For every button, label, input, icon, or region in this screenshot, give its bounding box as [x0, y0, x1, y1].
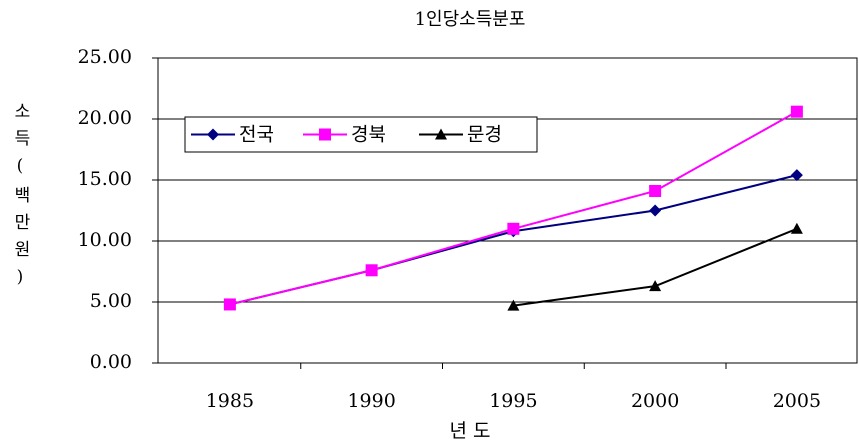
marker	[790, 105, 803, 118]
x-axis-label: 년 도	[450, 420, 491, 442]
marker	[649, 204, 662, 217]
marker	[507, 222, 520, 235]
marker	[207, 128, 219, 141]
marker	[223, 298, 236, 311]
chart-title: 1인당소득분포	[415, 9, 526, 30]
x-tick-label: 1995	[489, 390, 537, 412]
y-tick-label: 0.00	[90, 351, 132, 373]
marker	[507, 299, 520, 311]
y-tick-label: 5.00	[90, 290, 132, 312]
marker	[365, 264, 378, 277]
marker	[319, 128, 331, 141]
marker	[649, 184, 662, 197]
series-line	[513, 227, 798, 307]
y-tick-label: 15.00	[78, 168, 132, 190]
legend-label: 전국	[239, 124, 274, 146]
x-tick-label: 2000	[631, 390, 679, 412]
y-tick-label: 20.00	[78, 107, 132, 129]
marker	[435, 128, 447, 140]
x-tick-label: 2005	[773, 390, 821, 412]
y-axis-label: 소득(백만원)	[10, 102, 30, 297]
x-tick-label: 1990	[347, 390, 395, 412]
legend-box	[184, 116, 538, 153]
marker	[649, 280, 662, 292]
plot-frame	[157, 57, 858, 364]
marker	[790, 169, 803, 182]
legend-label: 문경	[467, 124, 502, 146]
marker	[790, 222, 803, 234]
y-tick-label: 10.00	[78, 229, 132, 251]
legend-label: 경북	[351, 124, 386, 146]
y-tick-label: 25.00	[78, 46, 132, 68]
x-tick-label: 1985	[206, 390, 254, 412]
series-line	[229, 174, 798, 306]
